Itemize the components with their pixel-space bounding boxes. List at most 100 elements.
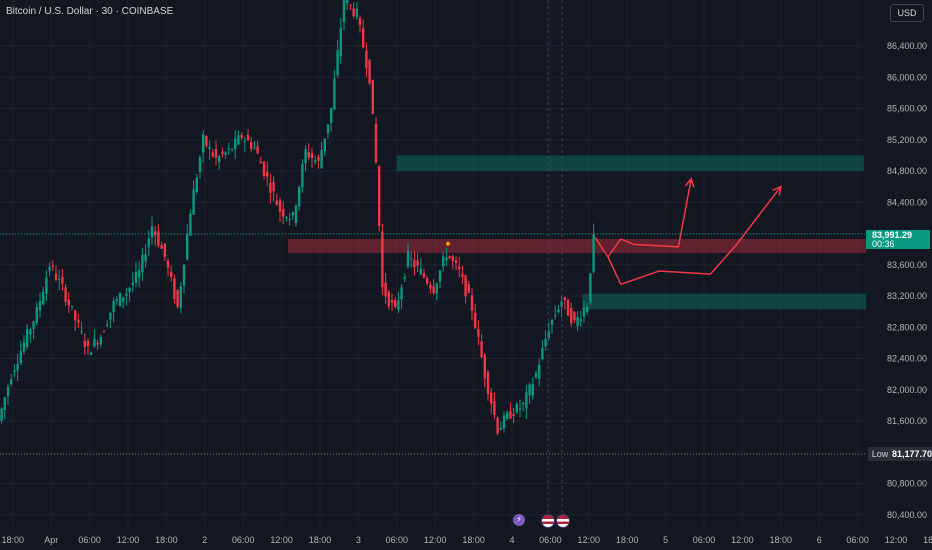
- time-tick-label: 2: [202, 535, 207, 545]
- candle-body: [109, 312, 112, 320]
- price-tick-label: 85,200.00: [887, 135, 927, 145]
- candle-body: [70, 305, 74, 307]
- candle-body: [218, 156, 221, 163]
- time-tick-label: 06:00: [846, 535, 869, 545]
- candle-body: [13, 370, 16, 372]
- candle-body: [554, 314, 557, 316]
- time-tick-label: 06:00: [232, 535, 255, 545]
- candle-body: [160, 245, 163, 249]
- time-tick-label: 12:00: [270, 535, 293, 545]
- candle-body: [192, 189, 195, 215]
- candle-body: [202, 134, 205, 153]
- price-tick-label: 86,400.00: [887, 41, 927, 51]
- candle-body: [541, 347, 544, 360]
- candle-body: [157, 231, 160, 246]
- time-tick-label: 06:00: [78, 535, 101, 545]
- candle-body: [6, 386, 10, 397]
- projection-arrowhead: [684, 177, 695, 188]
- price-tick-label: 83,200.00: [887, 291, 927, 301]
- price-tick-label: 85,600.00: [887, 104, 927, 114]
- candle-body: [186, 233, 189, 260]
- candle-body: [355, 8, 358, 18]
- price-tick-label: 80,400.00: [887, 510, 927, 520]
- candle-body: [259, 161, 262, 164]
- candle-body: [67, 299, 70, 306]
- candle-body: [512, 414, 515, 417]
- candle-body: [454, 260, 458, 264]
- candle-body: [221, 151, 224, 155]
- green-zone: [396, 155, 864, 171]
- candle-body: [125, 293, 128, 296]
- candle-body: [224, 152, 227, 155]
- time-tick-label: 12:00: [117, 535, 140, 545]
- price-tick-label: 82,400.00: [887, 354, 927, 364]
- time-tick-label: 18:00: [309, 535, 332, 545]
- candle-body: [246, 134, 250, 141]
- last-price-tag: 83,991.29 00:36: [866, 230, 930, 249]
- time-tick-label: 5: [663, 535, 668, 545]
- candle-body: [102, 331, 106, 333]
- candle-body: [179, 286, 182, 308]
- candle-body: [301, 164, 304, 188]
- us-flag-icon[interactable]: [556, 514, 570, 528]
- candle-body: [451, 256, 454, 261]
- time-tick-label: 18:00: [616, 535, 639, 545]
- candle-body: [483, 354, 486, 379]
- candle-body: [509, 411, 512, 419]
- candle-body: [435, 283, 438, 294]
- candle-body: [22, 342, 26, 352]
- candle-body: [115, 299, 118, 302]
- candle-body: [499, 427, 502, 431]
- candle-body: [45, 277, 48, 294]
- candle-body: [384, 282, 387, 297]
- candle-body: [579, 319, 582, 322]
- chart-title: Bitcoin / U.S. Dollar · 30 · COINBASE: [6, 6, 174, 17]
- candle-body: [182, 264, 186, 286]
- candle-body: [147, 238, 150, 248]
- price-tick-label: 82,000.00: [887, 385, 927, 395]
- currency-button[interactable]: USD: [890, 4, 924, 22]
- candle-body: [362, 28, 365, 48]
- candle-body: [544, 338, 547, 347]
- candle-body: [470, 295, 474, 311]
- time-tick-label: 06:00: [693, 535, 716, 545]
- candle-body: [38, 301, 42, 311]
- candle-body: [438, 270, 442, 282]
- candle-body: [83, 341, 86, 348]
- candle-body: [563, 296, 566, 301]
- candle-body: [3, 397, 6, 410]
- candle-body: [589, 273, 592, 303]
- candle-body: [323, 138, 326, 151]
- candle-body: [330, 107, 333, 123]
- candle-body: [237, 135, 240, 145]
- time-tick-label: 18:00: [155, 535, 178, 545]
- candle-body: [278, 200, 282, 212]
- candle-body: [74, 310, 77, 321]
- candle-body: [86, 340, 90, 347]
- time-tick-label: 06:00: [539, 535, 562, 545]
- candle-body: [16, 364, 19, 371]
- candle-body: [80, 331, 83, 333]
- candle-body: [77, 319, 80, 323]
- time-tick-label: 18:00: [770, 535, 793, 545]
- candle-body: [150, 226, 154, 238]
- candle-body: [285, 217, 288, 219]
- time-tick-label: Apr: [44, 535, 58, 545]
- candle-body: [586, 306, 589, 313]
- candle-body: [528, 384, 531, 396]
- candle-body: [131, 282, 134, 286]
- time-axis-bg: [0, 528, 866, 550]
- candle-body: [320, 150, 323, 169]
- candle-body: [195, 177, 198, 193]
- candle-body: [573, 311, 576, 321]
- candle-body: [570, 307, 573, 324]
- time-tick-label: 12:00: [885, 535, 908, 545]
- low-price-tag: 81,177.70: [892, 447, 932, 461]
- us-flag-icon[interactable]: [541, 514, 555, 528]
- candle-body: [310, 152, 314, 159]
- candle-body: [307, 151, 310, 158]
- candle-body: [333, 78, 336, 110]
- projection-path: [594, 178, 692, 259]
- lightning-icon[interactable]: ⚡: [513, 514, 525, 526]
